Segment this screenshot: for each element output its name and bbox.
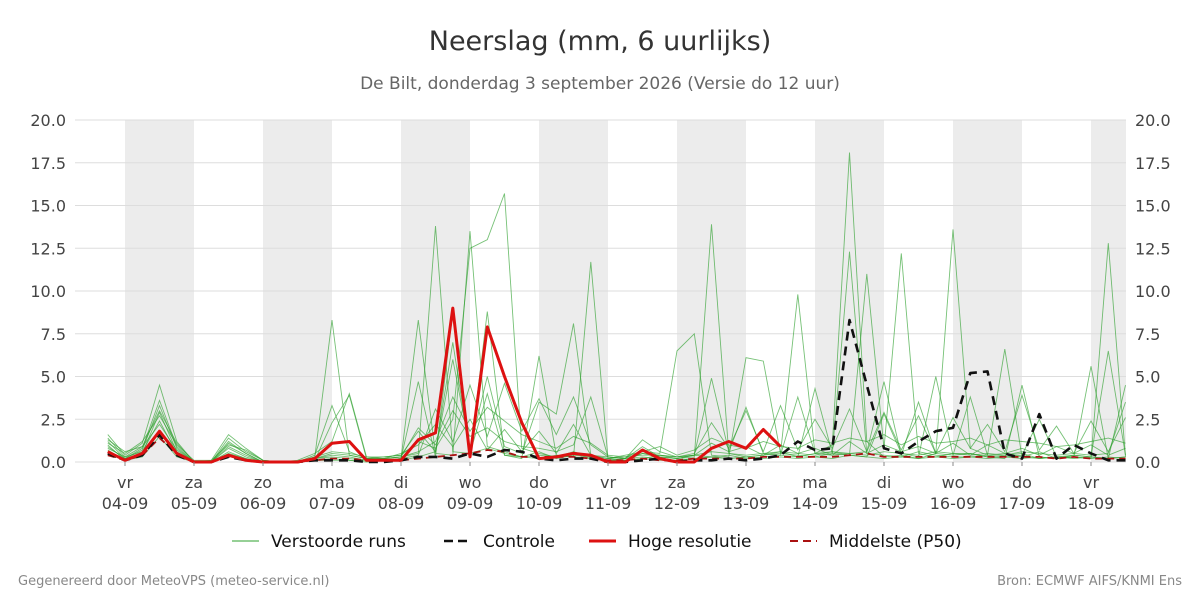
y-tick-label-right: 10.0 — [1135, 282, 1171, 301]
y-tick-label: 7.5 — [41, 325, 66, 344]
y-tick-label-right: 0.0 — [1135, 453, 1160, 472]
x-tick-day: vr — [600, 473, 616, 492]
y-tick-label: 2.5 — [41, 410, 66, 429]
y-axis-left: 0.0 2.5 5.0 7.5 10.0 12.5 15.0 17.5 20.0 — [30, 111, 66, 472]
x-tick-date: 08-09 — [378, 494, 425, 513]
y-tick-label-right: 20.0 — [1135, 111, 1171, 130]
legend-label-control: Controle — [483, 532, 555, 552]
legend: Verstoorde runs Controle Hoge resolutie Mid… — [232, 532, 962, 552]
y-tick-label-right: 12.5 — [1135, 239, 1171, 258]
legend-label-high_res: Hoge resolutie — [628, 532, 752, 552]
y-tick-label-right: 5.0 — [1135, 368, 1160, 387]
y-tick-label: 10.0 — [30, 282, 66, 301]
chart-subtitle: De Bilt, donderdag 3 september 2026 (Ver… — [360, 74, 840, 94]
x-tick-date: 18-09 — [1068, 494, 1115, 513]
y-tick-label-right: 7.5 — [1135, 325, 1160, 344]
y-tick-label: 0.0 — [41, 453, 66, 472]
x-tick-date: 05-09 — [171, 494, 218, 513]
x-tick-day: vr — [117, 473, 133, 492]
main-series — [107, 306, 1126, 464]
median-p50-line — [107, 437, 1126, 463]
x-tick-date: 11-09 — [585, 494, 632, 513]
x-tick-day: do — [529, 473, 549, 492]
x-tick-date: 07-09 — [309, 494, 356, 513]
legend-label-ensemble: Verstoorde runs — [271, 532, 406, 552]
x-tick-date: 06-09 — [240, 494, 287, 513]
x-tick-date: 13-09 — [723, 494, 770, 513]
x-tick-date: 10-09 — [516, 494, 563, 513]
x-tick-day: zo — [737, 473, 755, 492]
y-tick-label-right: 2.5 — [1135, 410, 1160, 429]
footer-generated-by: Gegenereerd door MeteoVPS (meteo-service… — [18, 574, 329, 589]
x-tick-date: 09-09 — [447, 494, 494, 513]
y-tick-label: 15.0 — [30, 197, 66, 216]
x-axis: vr 04-09 za 05-09 zo 06-09 ma 07-09 di 08-09 wo 09-… — [102, 462, 1115, 513]
y-tick-label-right: 15.0 — [1135, 197, 1171, 216]
y-tick-label: 12.5 — [30, 239, 66, 258]
x-tick-date: 15-09 — [861, 494, 908, 513]
y-tick-label: 5.0 — [41, 368, 66, 387]
y-tick-label: 17.5 — [30, 154, 66, 173]
x-tick-day: di — [877, 473, 892, 492]
high-res-line — [107, 306, 782, 464]
x-tick-date: 16-09 — [930, 494, 977, 513]
y-tick-label: 20.0 — [30, 111, 66, 130]
x-tick-day: ma — [319, 473, 344, 492]
chart-title: Neerslag (mm, 6 uurlijks) — [429, 26, 771, 57]
y-axis-right: 0.0 2.5 5.0 7.5 10.0 12.5 15.0 17.5 20.0 — [1135, 111, 1171, 472]
legend-label-median: Middelste (P50) — [829, 532, 962, 552]
x-tick-day: ma — [802, 473, 827, 492]
footer-source: Bron: ECMWF AIFS/KNMI Ens — [997, 574, 1182, 589]
x-tick-day: di — [394, 473, 409, 492]
x-tick-day: do — [1012, 473, 1032, 492]
x-tick-day: wo — [942, 473, 965, 492]
x-tick-date: 17-09 — [999, 494, 1046, 513]
x-tick-day: zo — [254, 473, 272, 492]
y-tick-label-right: 17.5 — [1135, 154, 1171, 173]
x-tick-day: za — [668, 473, 686, 492]
x-tick-date: 14-09 — [792, 494, 839, 513]
x-tick-date: 04-09 — [102, 494, 149, 513]
x-tick-day: wo — [459, 473, 482, 492]
x-tick-day: za — [185, 473, 203, 492]
x-tick-day: vr — [1083, 473, 1099, 492]
x-tick-date: 12-09 — [654, 494, 701, 513]
